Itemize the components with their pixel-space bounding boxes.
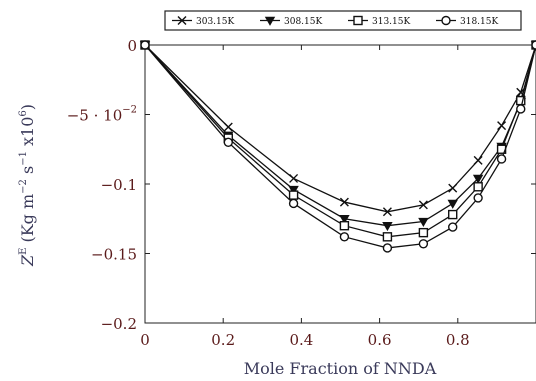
data-point-stroke [448,183,458,193]
series-layer [139,40,536,253]
legend-marker-stroke [177,16,187,25]
data-point [448,222,458,232]
data-point [223,122,233,132]
y-tick-label: −5 · 10−2 [67,105,137,125]
data-point [288,198,299,209]
data-point [418,200,428,210]
legend: 303.15K 308.15K 313.15K 318.15K [164,10,522,31]
data-point-stroke [418,200,428,210]
legend-label: 308.15K [284,17,322,27]
x-tick-label: 0.2 [211,331,235,349]
data-point-stroke [289,173,299,183]
legend-label: 318.15K [460,17,498,27]
data-point [497,121,507,131]
x-tick-label: 0.6 [368,331,392,349]
data-point [418,227,429,238]
data-point [531,40,536,50]
data-point [473,155,483,165]
data-point [516,104,526,114]
data-point [382,232,393,242]
y-axis-label: ZE (Kg m−2 s−1 x106) [18,104,37,267]
data-point [288,190,299,200]
tick-labels: 0 0.2 0.4 0.6 0.8 0 −5 · 10−2 −0.1 −0.15 −0.2 [67,37,470,349]
legend-entry: 303.15K [172,16,234,27]
data-point [289,173,299,183]
data-point [339,232,350,242]
legend-entry: 318.15K [436,15,498,27]
y-tick-label: −0.1 [101,176,137,194]
x-tick-label: 0 [140,331,150,349]
data-point-stroke [473,155,483,165]
data-point [473,182,483,192]
data-point [418,217,429,227]
x-axis-label: Mole Fraction of NNDA [244,359,437,378]
data-point [288,185,299,195]
data-point [496,154,507,164]
legend-entry: 313.15K [348,15,410,27]
data-point [382,221,393,232]
legend-label: 313.15K [372,17,410,27]
y-axis-label-close: ) [18,104,37,110]
legend-marker [441,15,451,26]
data-point-stroke [382,207,392,217]
y-tick-label: −0.15 [91,246,137,264]
y-tick-label: 0 [127,37,137,55]
legend-box [164,10,522,31]
series-line [144,44,536,238]
y-axis-label-units: (Kg m [18,194,37,248]
y-tick-label: −0.2 [101,315,137,333]
x-tick-label: 0.8 [446,331,470,349]
series-line [144,44,536,249]
x-tick-label: 0.4 [289,331,313,349]
data-point [339,215,350,225]
legend-marker [353,15,363,26]
y-axis-label-u3: 6 [18,110,29,116]
y-axis-label-mid: s [18,166,37,179]
legend-marker [177,16,187,25]
y-axis-label-tail: x10 [18,117,37,151]
data-point [447,199,458,209]
data-point [140,40,150,50]
y-axis-label-sup: E [18,248,29,255]
data-point [473,193,483,203]
data-point [339,197,349,207]
data-point-stroke [339,197,349,207]
data-point [382,243,393,253]
data-point [382,207,392,217]
series-313.15K [140,40,536,242]
y-axis-label-u1: −2 [18,179,29,194]
data-point-stroke [223,122,233,132]
legend-label: 303.15K [196,17,234,27]
data-point [223,137,233,148]
data-point-stroke [497,121,507,131]
data-point [448,183,458,193]
data-point [339,220,350,231]
series-318.15K [140,40,536,253]
y-axis-label-base: Z [18,254,37,267]
legend-marker [264,16,276,26]
legend-entry: 308.15K [260,16,322,27]
data-point [448,209,458,220]
y-axis-label-u2: −1 [18,151,29,166]
data-point [418,239,429,249]
data-point [472,174,484,184]
